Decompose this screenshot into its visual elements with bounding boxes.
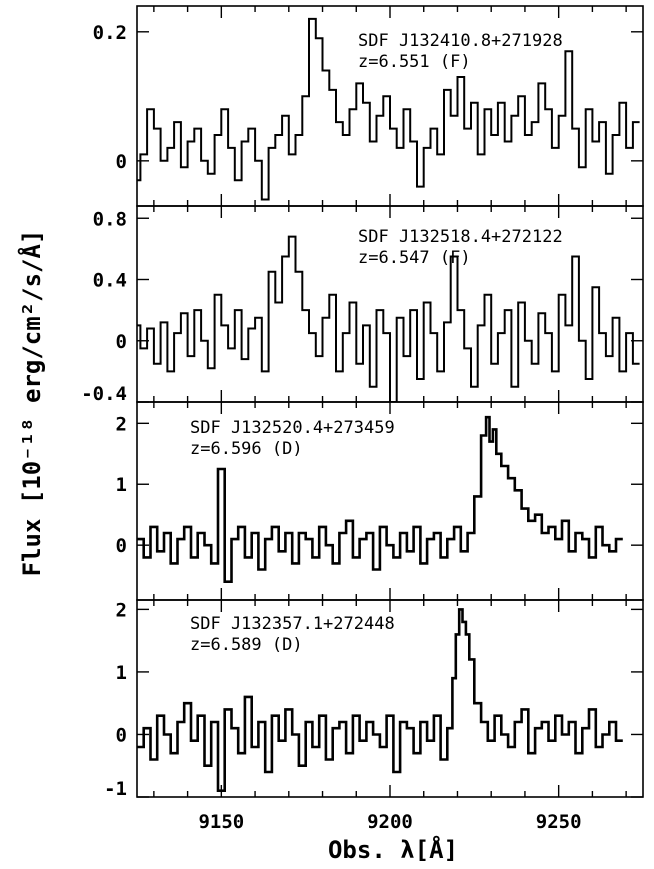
y-tick-label: 1 bbox=[116, 474, 127, 496]
redshift-label: z=6.596 (D) bbox=[190, 439, 303, 459]
x-tick-label: 9150 bbox=[198, 811, 244, 833]
y-tick-label: 0 bbox=[116, 331, 127, 353]
y-tick-label: 0.8 bbox=[93, 208, 127, 230]
spectrum-line-4 bbox=[137, 608, 623, 792]
y-tick-label: 1 bbox=[116, 662, 127, 684]
redshift-label: z=6.547 (F) bbox=[358, 248, 471, 268]
y-tick-label: 2 bbox=[116, 413, 127, 435]
y-tick-label: 0 bbox=[116, 151, 127, 173]
y-tick-label: 0.4 bbox=[93, 270, 127, 292]
x-tick-labels: 9150 9200 9250 bbox=[198, 811, 581, 833]
object-name-label: SDF J132410.8+271928 bbox=[358, 31, 563, 51]
spectrum-line-2 bbox=[137, 235, 640, 402]
y-tick-label: -0.4 bbox=[81, 383, 127, 405]
y-tick-label: 2 bbox=[116, 599, 127, 621]
x-tick-label: 9200 bbox=[367, 811, 413, 833]
x-tick-label: 9250 bbox=[536, 811, 582, 833]
y-tick-label: 0.2 bbox=[93, 22, 127, 44]
spectrum-line-3 bbox=[137, 415, 623, 583]
object-name-label: SDF J132520.4+273459 bbox=[190, 418, 395, 438]
x-axis-title: Obs. λ[Å] bbox=[328, 835, 458, 864]
spectrum-line-1 bbox=[137, 17, 640, 201]
object-name-label: SDF J132518.4+272122 bbox=[358, 227, 563, 247]
y-tick-label: 0 bbox=[116, 724, 127, 746]
y-tick-label: -1 bbox=[104, 778, 127, 800]
y-tick-label: 0 bbox=[116, 535, 127, 557]
object-name-label: SDF J132357.1+272448 bbox=[190, 614, 395, 634]
redshift-label: z=6.551 (F) bbox=[358, 52, 471, 72]
y-axis-title: Flux [10⁻¹⁸ erg/cm²/s/Å] bbox=[17, 230, 46, 577]
redshift-label: z=6.589 (D) bbox=[190, 635, 303, 655]
